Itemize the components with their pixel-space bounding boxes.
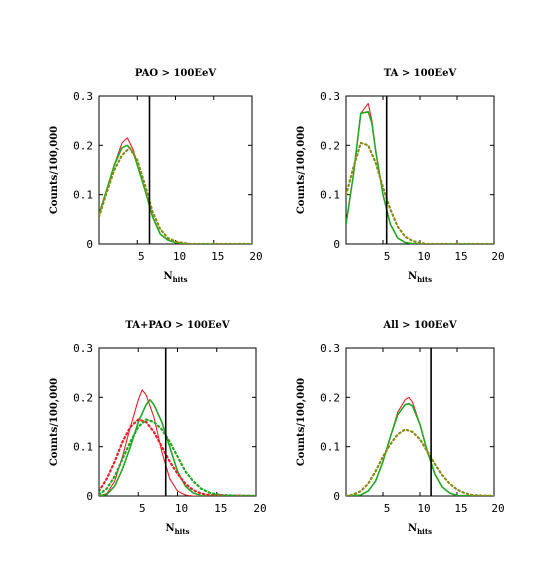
- chart-title: TA > 100EeV: [384, 68, 457, 79]
- series-line-green-solid: [99, 399, 256, 496]
- x-tick-label: 15: [454, 250, 467, 263]
- plot-frame: [98, 347, 257, 497]
- series-line-green-solid: [99, 144, 252, 244]
- series-line-red-dotted: [99, 418, 256, 496]
- x-tick-label: 15: [454, 502, 467, 515]
- y-tick-label: 0.1: [73, 189, 93, 202]
- x-axis-label-main: N: [408, 523, 417, 534]
- chart-title: TA+PAO > 100EeV: [125, 320, 229, 331]
- plot-frame: [345, 347, 495, 497]
- x-axis-label-main: N: [165, 523, 174, 534]
- x-tick-label: 5: [139, 502, 146, 515]
- y-tick-label: 0.3: [73, 90, 93, 103]
- x-tick-label: 20: [249, 250, 262, 263]
- y-axis-label: Counts/100,000: [296, 126, 307, 214]
- series-line-red-solid: [99, 137, 252, 244]
- x-tick-label: 5: [384, 250, 391, 263]
- x-tick-label: 5: [138, 250, 145, 263]
- series-line-olive-dotted: [99, 146, 252, 244]
- x-tick-label: 10: [417, 250, 430, 263]
- series-line-red-solid: [346, 396, 494, 496]
- chart-panel-3: TA+PAO > 100EeV 0 0.1 0.2 0.3 5 10 15 20 Nhits Cou…: [49, 320, 267, 536]
- series-line-green-solid: [346, 111, 494, 244]
- y-tick-label: 0.1: [320, 441, 340, 454]
- x-axis-label: Nhits: [165, 523, 189, 536]
- chart-title: PAO > 100EeV: [135, 68, 216, 79]
- y-tick-label: 0.3: [320, 90, 340, 103]
- x-axis-label-main: N: [408, 271, 417, 282]
- chart-panel-4: All > 100EeV 0 0.1 0.2 0.3 5 10 15 20 Nhits Counts…: [296, 320, 505, 536]
- x-tick-label: 10: [175, 502, 188, 515]
- chart-title: All > 100EeV: [382, 320, 457, 331]
- x-axis-label: Nhits: [408, 523, 432, 536]
- chart-panel-2: TA > 100EeV 0 0.1 0.2 0.3 5 10 15 20 Nhits Counts/…: [296, 68, 505, 284]
- x-axis-label-sub: hits: [417, 527, 432, 536]
- series-line-olive-dotted: [346, 141, 494, 244]
- y-tick-label: 0: [86, 490, 93, 503]
- series-line-red-solid: [346, 102, 494, 244]
- x-axis-label-main: N: [163, 271, 172, 282]
- y-axis-label: Counts/100,000: [49, 126, 60, 214]
- y-tick-label: 0.1: [320, 189, 340, 202]
- x-tick-label: 20: [491, 250, 504, 263]
- x-tick-label: 20: [253, 502, 266, 515]
- y-tick-label: 0.2: [320, 391, 340, 404]
- y-tick-label: 0.1: [73, 441, 93, 454]
- x-axis-label: Nhits: [408, 271, 432, 284]
- x-tick-label: 15: [214, 502, 227, 515]
- y-tick-label: 0: [333, 238, 340, 251]
- x-tick-label: 10: [173, 250, 186, 263]
- y-tick-label: 0: [86, 238, 93, 251]
- x-tick-label: 20: [491, 502, 504, 515]
- x-tick-label: 5: [384, 502, 391, 515]
- series-line-green-solid: [346, 402, 494, 496]
- plot-frame: [345, 95, 495, 245]
- series-line-green-dotted: [99, 418, 256, 496]
- x-axis-label-sub: hits: [173, 275, 188, 284]
- x-tick-label: 10: [417, 502, 430, 515]
- chart-panel-1: PAO > 100EeV 0 0.1 0.2 0.3 5 10 15 20 Nhits Counts…: [49, 68, 263, 284]
- x-axis-label: Nhits: [163, 271, 187, 284]
- y-tick-label: 0.3: [320, 342, 340, 355]
- y-tick-label: 0.2: [320, 139, 340, 152]
- y-tick-label: 0.2: [73, 391, 93, 404]
- x-axis-label-sub: hits: [417, 275, 432, 284]
- x-axis-label-sub: hits: [175, 527, 190, 536]
- series-line-olive-dotted: [346, 428, 494, 496]
- y-tick-label: 0: [333, 490, 340, 503]
- x-tick-label: 15: [211, 250, 224, 263]
- y-tick-label: 0.3: [73, 342, 93, 355]
- y-axis-label: Counts/100,000: [296, 378, 307, 466]
- y-tick-label: 0.2: [73, 139, 93, 152]
- plot-frame: [98, 95, 253, 245]
- y-axis-label: Counts/100,000: [49, 378, 60, 466]
